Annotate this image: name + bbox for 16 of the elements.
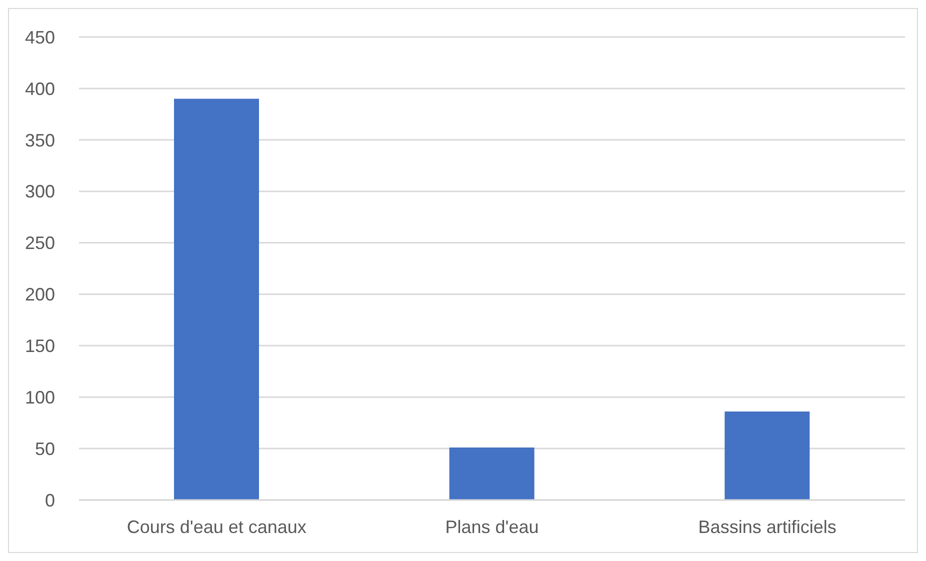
x-tick-label: Bassins artificiels (698, 516, 836, 537)
y-tick-label: 300 (24, 182, 55, 202)
bar (449, 448, 534, 500)
y-tick-label: 150 (24, 336, 55, 356)
y-tick-label: 50 (34, 438, 55, 459)
y-tick-label: 200 (24, 284, 55, 305)
x-tick-label: Plans d'eau (445, 516, 539, 537)
y-tick-label: 350 (24, 130, 55, 150)
y-tick-label: 250 (24, 233, 55, 254)
x-tick-label: Cours d'eau et canaux (126, 516, 306, 537)
bar (724, 412, 810, 500)
y-tick-label: 100 (24, 388, 55, 408)
y-tick-label: 400 (24, 78, 55, 99)
bar (174, 98, 259, 500)
y-tick-label: 450 (24, 27, 55, 48)
y-tick-label: 0 (44, 490, 55, 510)
